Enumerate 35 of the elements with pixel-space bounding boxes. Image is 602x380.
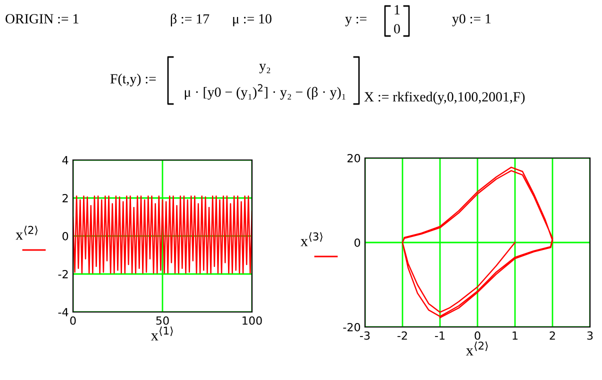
- text: ORIGIN := 1: [6, 14, 78, 24]
- text: X := rkfixed(y,0,100,2001,F): [364, 92, 525, 104]
- text: y :=: [345, 16, 366, 26]
- text: μ := 10: [233, 14, 272, 26]
- y-tick-label: 0: [62, 232, 68, 240]
- x-tick-label: 0: [474, 331, 480, 340]
- x-tick-label: -1: [435, 332, 445, 340]
- x-tick-label: 3: [587, 331, 593, 340]
- text: y0 := 1: [452, 14, 491, 26]
- x-axis-title: x$^{⟨1⟩}$: [150, 326, 173, 340]
- x-tick-label: 2: [550, 331, 555, 340]
- x-tick-label: -3: [360, 331, 370, 340]
- text: 0: [394, 24, 400, 34]
- text: μ · [y0 − (y₁)$^{2}$] · y₂ − (β · y)₁: [184, 84, 346, 100]
- text: y₂: [259, 64, 270, 74]
- y-tick-label: 4: [62, 156, 68, 164]
- text: F(t,y) :=: [110, 74, 156, 86]
- x-tick-label: -2: [398, 331, 407, 340]
- y-axis-title: x$^{⟨3⟩}$: [300, 232, 322, 246]
- y-tick-label: 0: [354, 238, 360, 247]
- x-tick-label: 0: [70, 316, 76, 325]
- x-tick-label: 1: [512, 332, 518, 340]
- y-tick-label: 2: [62, 194, 68, 202]
- y-tick-label: -4: [58, 308, 68, 316]
- line-series: [402, 166, 554, 318]
- x-tick-label: 50: [156, 316, 169, 325]
- y-axis-title: x$^{⟨2⟩}$: [16, 226, 38, 240]
- text: 1: [394, 5, 400, 14]
- line-series: [73, 195, 252, 274]
- y-tick-label: 20: [348, 154, 360, 162]
- text: β := 17: [170, 14, 210, 26]
- x-tick-label: 100: [242, 316, 262, 325]
- y-tick-label: -20: [343, 322, 360, 332]
- x-axis-title: x$^{⟨2⟩}$: [466, 341, 488, 356]
- y-tick-label: -2: [58, 270, 68, 278]
